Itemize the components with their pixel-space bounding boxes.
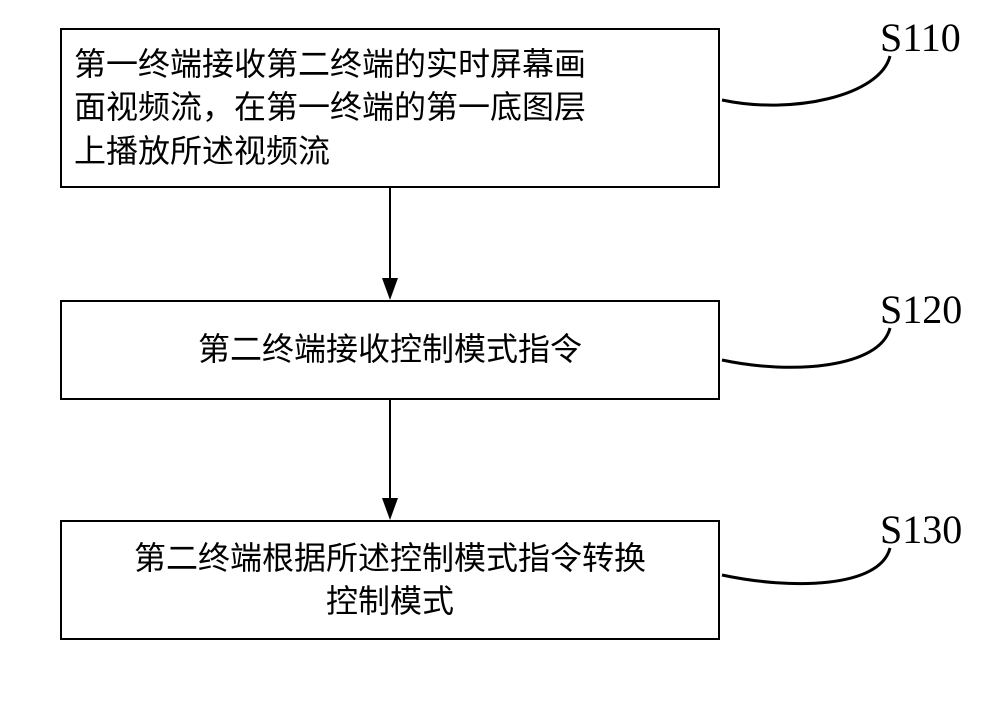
flow-node-n1: 第一终端接收第二终端的实时屏幕画 面视频流，在第一终端的第一底图层 上播放所述视… bbox=[60, 28, 720, 188]
flow-node-n3: 第二终端根据所述控制模式指令转换 控制模式 bbox=[60, 520, 720, 640]
label-connector bbox=[712, 510, 880, 635]
flow-arrow bbox=[370, 188, 410, 300]
flow-node-n2: 第二终端接收控制模式指令 bbox=[60, 300, 720, 400]
label-connector bbox=[712, 16, 880, 160]
flow-arrow bbox=[370, 400, 410, 520]
flow-node-label: S120 bbox=[880, 286, 962, 333]
flow-node-text: 第二终端根据所述控制模式指令转换 控制模式 bbox=[62, 537, 718, 623]
label-connector bbox=[712, 290, 880, 420]
flow-node-text: 第一终端接收第二终端的实时屏幕画 面视频流，在第一终端的第一底图层 上播放所述视… bbox=[62, 43, 718, 173]
flow-node-label: S130 bbox=[880, 506, 962, 553]
flow-node-label: S110 bbox=[880, 14, 961, 61]
flowchart-canvas: 第一终端接收第二终端的实时屏幕画 面视频流，在第一终端的第一底图层 上播放所述视… bbox=[0, 0, 1000, 723]
flow-node-text: 第二终端接收控制模式指令 bbox=[62, 328, 718, 371]
